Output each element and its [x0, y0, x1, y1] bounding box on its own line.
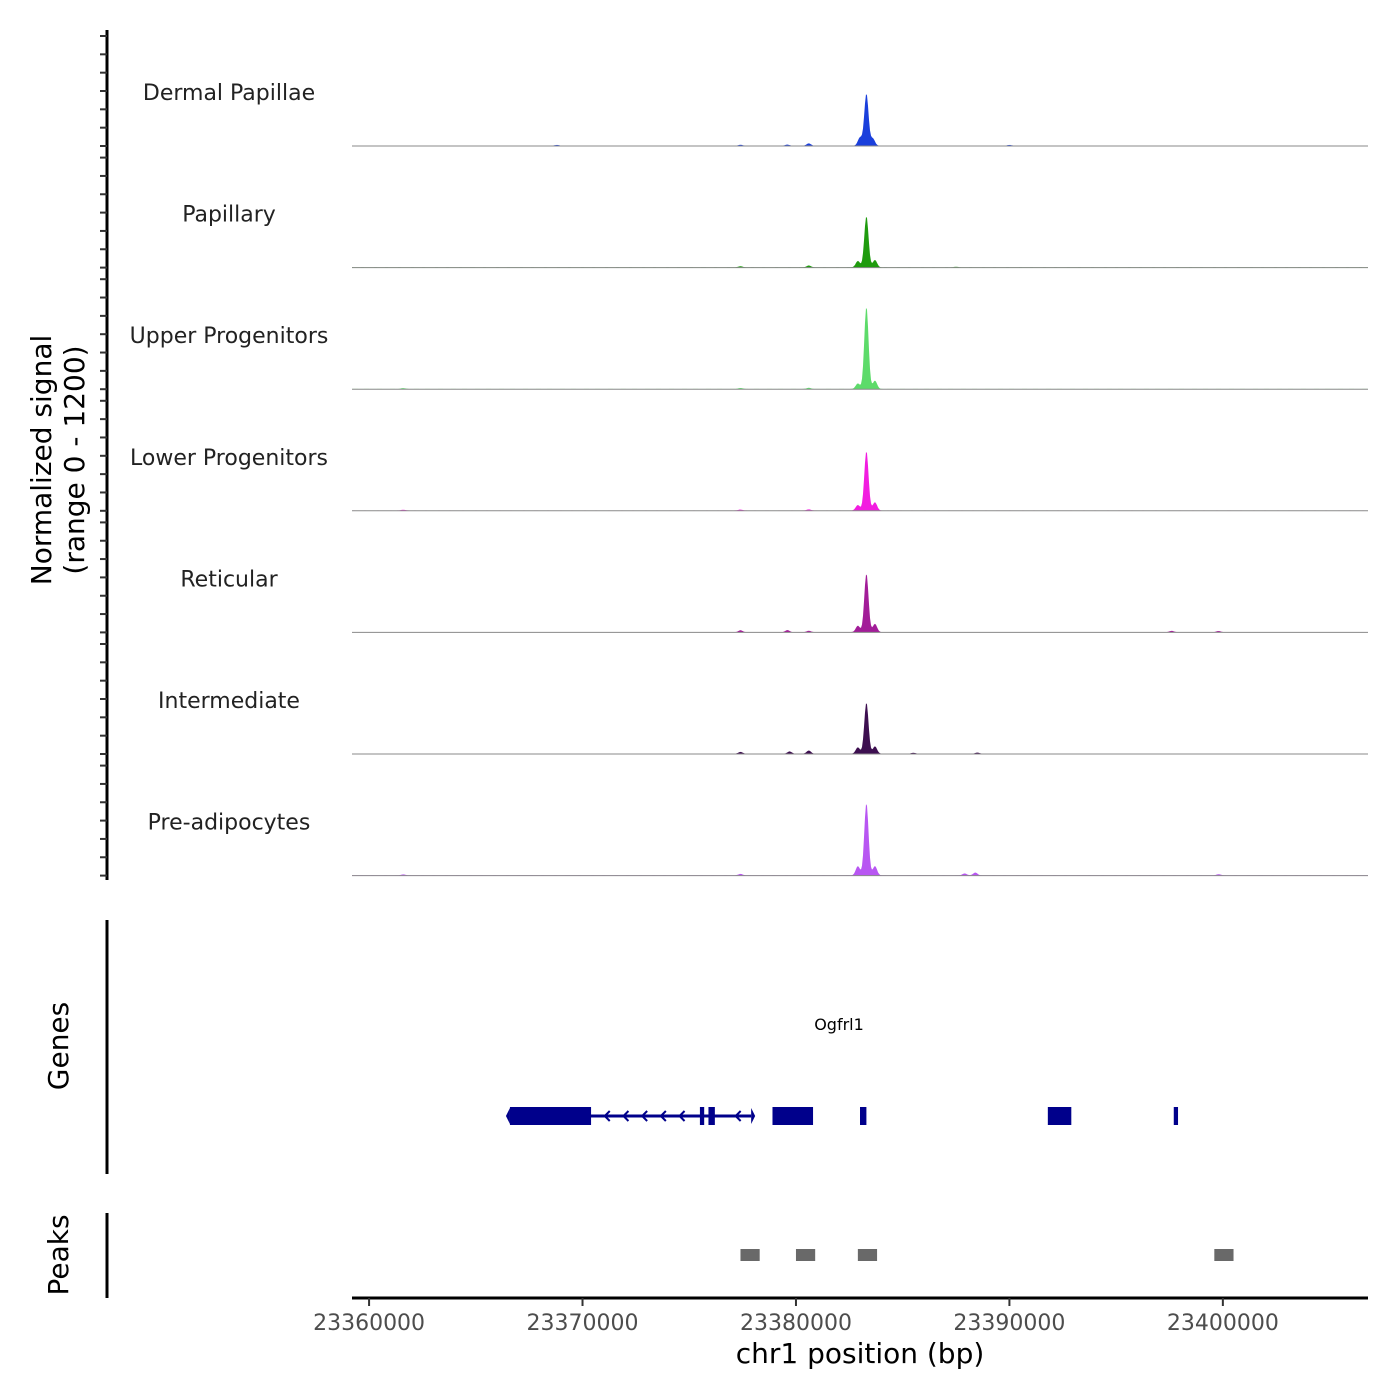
y-axis-title: Normalized signal	[25, 335, 58, 586]
x-tick-label: 23360000	[313, 1311, 425, 1336]
signal-area	[352, 703, 1368, 754]
x-tick-label: 23370000	[527, 1311, 639, 1336]
genes-title: Genes	[42, 1002, 75, 1090]
x-tick-label: 23400000	[1167, 1311, 1279, 1336]
track-label: Intermediate	[158, 689, 300, 714]
track-papillary: Papillary	[182, 203, 1368, 269]
signal-area	[352, 574, 1368, 633]
exon	[699, 1107, 705, 1125]
gene-start-cap	[505, 1108, 510, 1124]
coverage-tracks: Dermal Papillae Papillary Upper Progenitor…	[130, 81, 1368, 877]
x-tick-label: 23380000	[740, 1311, 852, 1336]
track-label: Dermal Papillae	[143, 81, 315, 106]
signal-area	[352, 804, 1368, 876]
track-upper-progenitors: Upper Progenitors	[130, 307, 1368, 390]
track-lower-progenitors: Lower Progenitors	[130, 446, 1368, 512]
y-axis-range-title: (range 0 - 1200)	[58, 345, 91, 574]
exon	[1047, 1107, 1072, 1125]
track-label: Pre-adipocytes	[148, 811, 311, 836]
exon	[860, 1107, 867, 1125]
track-intermediate: Intermediate	[158, 689, 1368, 755]
strand-arrow	[659, 1110, 667, 1122]
gene-track	[505, 1107, 1179, 1125]
exon	[509, 1107, 592, 1125]
peak-region	[857, 1249, 878, 1261]
strand-arrow	[622, 1110, 630, 1122]
strand-arrow	[603, 1110, 611, 1122]
peaks-title: Peaks	[42, 1214, 75, 1295]
track-label: Papillary	[182, 203, 276, 228]
signal-area	[352, 94, 1368, 146]
strand-arrow	[678, 1110, 686, 1122]
track-reticular: Reticular	[180, 567, 1368, 633]
x-axis: 23360000 23370000 23380000 23390000 23400000	[313, 1296, 1368, 1336]
signal-area	[352, 216, 1368, 268]
peak-region	[740, 1249, 760, 1261]
track-label: Reticular	[180, 567, 278, 592]
track-label: Upper Progenitors	[130, 324, 329, 349]
strand-arrow	[734, 1110, 742, 1122]
track-label: Lower Progenitors	[130, 446, 328, 471]
signal-y-axis	[100, 30, 109, 880]
peak-region	[1214, 1249, 1234, 1261]
gene-end-cap	[751, 1108, 756, 1124]
exon	[772, 1107, 814, 1125]
x-tick-label: 23390000	[953, 1311, 1065, 1336]
exon	[1173, 1107, 1179, 1125]
signal-area	[352, 307, 1368, 390]
strand-arrow	[640, 1110, 648, 1122]
track-pre-adipocytes: Pre-adipocytes	[148, 804, 1368, 877]
x-axis-title: chr1 position (bp)	[736, 1337, 985, 1370]
gene-name-label: Ogfrl1	[814, 1015, 864, 1034]
signal-area	[352, 451, 1368, 511]
track-dermal-papillae: Dermal Papillae	[143, 81, 1368, 147]
peak-track	[740, 1249, 1234, 1261]
peak-region	[795, 1249, 816, 1261]
exon	[708, 1107, 715, 1125]
